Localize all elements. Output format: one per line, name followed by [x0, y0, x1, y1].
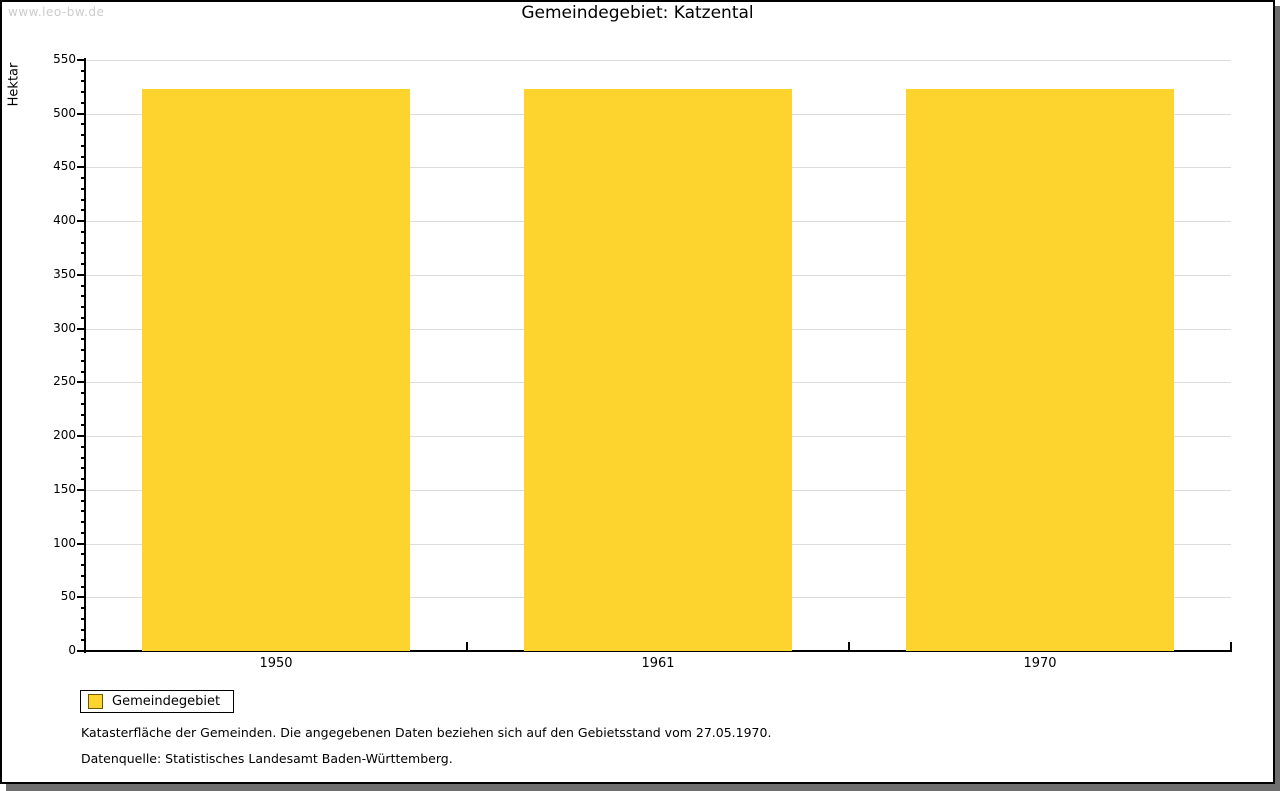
y-axis-minor-tick — [81, 80, 85, 82]
chart-title: Gemeindegebiet: Katzental — [521, 3, 754, 23]
y-axis-minor-tick — [81, 338, 85, 340]
footnote-datasource: Datenquelle: Statistisches Landesamt Bad… — [81, 751, 453, 766]
y-axis-minor-tick — [81, 607, 85, 609]
y-axis-major-tick — [77, 328, 85, 330]
legend-swatch — [88, 694, 103, 709]
y-axis-minor-tick — [81, 102, 85, 104]
y-axis-major-tick — [77, 650, 85, 652]
y-axis-minor-tick — [81, 575, 85, 577]
y-axis-major-tick — [77, 596, 85, 598]
y-axis-minor-tick — [81, 414, 85, 416]
y-axis-minor-tick — [81, 639, 85, 641]
y-axis-tick-label: 150 — [53, 482, 76, 496]
y-axis-minor-tick — [81, 263, 85, 265]
frame-shadow-bottom — [6, 784, 1280, 791]
y-axis-line — [84, 58, 86, 653]
y-axis-minor-tick — [81, 446, 85, 448]
bar-1970 — [906, 89, 1174, 651]
y-axis-minor-tick — [81, 553, 85, 555]
y-axis-minor-tick — [81, 91, 85, 93]
x-axis-category-label: 1970 — [1023, 656, 1057, 671]
watermark-text: www.leo-bw.de — [8, 5, 105, 19]
y-axis-minor-tick — [81, 317, 85, 319]
y-axis-minor-tick — [81, 145, 85, 147]
y-axis-minor-tick — [81, 252, 85, 254]
legend: Gemeindegebiet — [80, 690, 235, 713]
frame-shadow-right — [1275, 6, 1280, 791]
y-axis-minor-tick — [81, 371, 85, 373]
y-axis-major-tick — [77, 59, 85, 61]
y-axis-tick-label: 550 — [53, 52, 76, 66]
y-axis-tick-label: 450 — [53, 159, 76, 173]
y-axis-minor-tick — [81, 209, 85, 211]
y-axis-minor-tick — [81, 188, 85, 190]
y-axis-tick-label: 100 — [53, 536, 76, 550]
y-axis-minor-tick — [81, 510, 85, 512]
y-axis-minor-tick — [81, 586, 85, 588]
y-axis-major-tick — [77, 274, 85, 276]
y-axis-tick-label: 300 — [53, 321, 76, 335]
y-axis-minor-tick — [81, 457, 85, 459]
x-axis-boundary-tick — [1230, 642, 1232, 651]
y-axis-tick-label: 500 — [53, 106, 76, 120]
footnote-description: Katasterfläche der Gemeinden. Die angege… — [81, 725, 772, 740]
y-axis-tick-label: 400 — [53, 213, 76, 227]
y-axis-major-tick — [77, 489, 85, 491]
x-axis-category-label: 1950 — [259, 656, 293, 671]
y-axis-minor-tick — [81, 134, 85, 136]
y-axis-minor-tick — [81, 360, 85, 362]
y-axis-minor-tick — [81, 424, 85, 426]
y-axis-minor-tick — [81, 467, 85, 469]
legend-label: Gemeindegebiet — [112, 694, 221, 709]
y-axis-minor-tick — [81, 392, 85, 394]
bar-1961 — [524, 89, 792, 651]
y-axis-tick-label: 200 — [53, 428, 76, 442]
x-axis-boundary-tick — [848, 642, 850, 651]
y-axis-tick-label: 0 — [68, 643, 76, 657]
x-axis-category-label: 1961 — [641, 656, 675, 671]
y-axis-minor-tick — [81, 285, 85, 287]
y-axis-minor-tick — [81, 242, 85, 244]
y-axis-title: Hektar — [6, 62, 22, 107]
y-axis-minor-tick — [81, 629, 85, 631]
y-axis-major-tick — [77, 435, 85, 437]
y-axis-minor-tick — [81, 231, 85, 233]
y-axis-minor-tick — [81, 70, 85, 72]
y-axis-tick-label: 350 — [53, 267, 76, 281]
y-axis-minor-tick — [81, 403, 85, 405]
x-axis-line — [84, 650, 1232, 652]
y-axis-tick-label: 50 — [60, 589, 76, 603]
y-axis-minor-tick — [81, 156, 85, 158]
y-gridline — [86, 60, 1231, 61]
y-axis-minor-tick — [81, 295, 85, 297]
y-axis-minor-tick — [81, 521, 85, 523]
y-axis-minor-tick — [81, 177, 85, 179]
y-axis-minor-tick — [81, 306, 85, 308]
y-axis-major-tick — [77, 543, 85, 545]
y-axis-minor-tick — [81, 199, 85, 201]
bar-1950 — [142, 89, 410, 651]
y-axis-minor-tick — [81, 478, 85, 480]
y-axis-minor-tick — [81, 500, 85, 502]
y-axis-minor-tick — [81, 532, 85, 534]
y-axis-minor-tick — [81, 349, 85, 351]
x-axis-boundary-tick — [466, 642, 468, 651]
y-axis-major-tick — [77, 166, 85, 168]
y-axis-minor-tick — [81, 618, 85, 620]
y-axis-major-tick — [77, 220, 85, 222]
y-axis-major-tick — [77, 381, 85, 383]
y-axis-tick-label: 250 — [53, 374, 76, 388]
y-axis-minor-tick — [81, 564, 85, 566]
y-axis-minor-tick — [81, 123, 85, 125]
y-axis-major-tick — [77, 113, 85, 115]
